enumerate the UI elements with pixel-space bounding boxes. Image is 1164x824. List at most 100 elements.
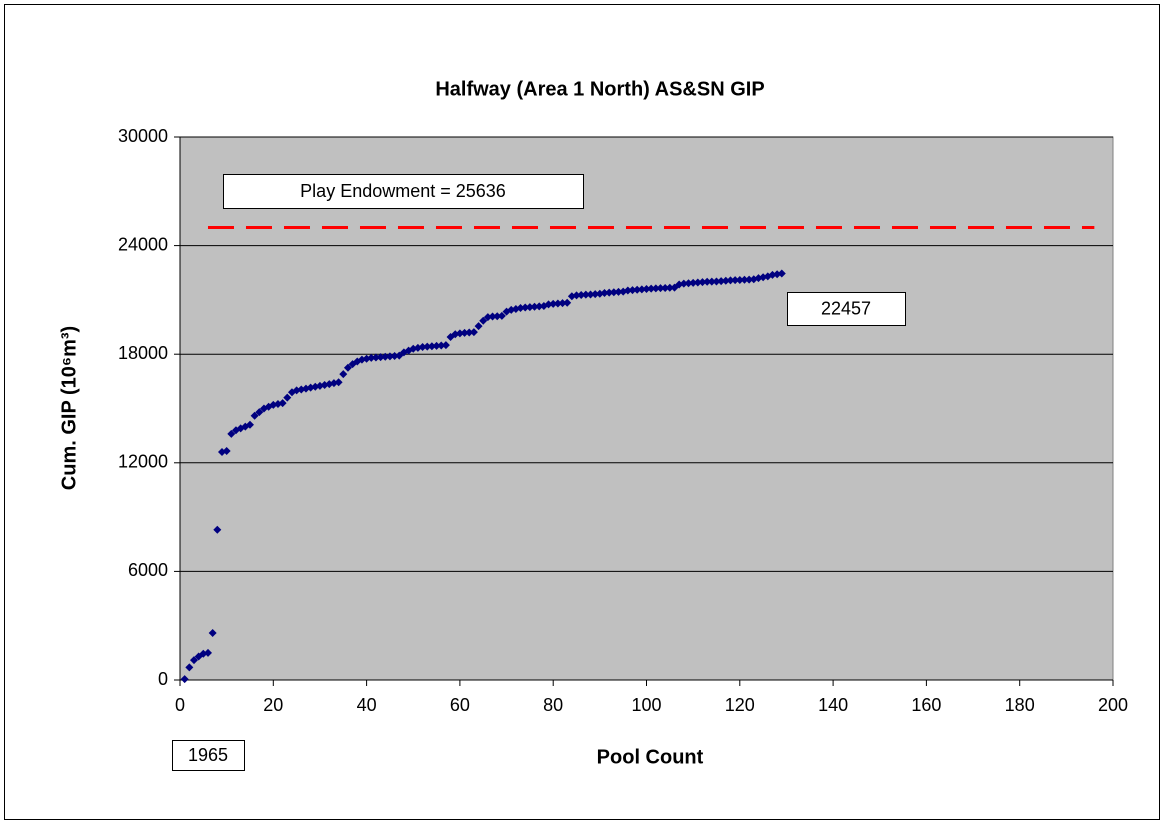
data-point [586, 290, 595, 299]
data-point [642, 285, 651, 294]
data-point [493, 312, 502, 321]
data-point [721, 276, 730, 285]
data-point [339, 370, 348, 379]
data-point [497, 311, 506, 320]
data-point [553, 299, 562, 308]
x-tick-label: 140 [818, 695, 848, 715]
data-point [441, 341, 450, 350]
data-point [633, 285, 642, 294]
data-point [189, 656, 198, 665]
annotation: 22457 [821, 298, 871, 318]
data-point [581, 290, 590, 299]
data-point [423, 342, 432, 351]
annotation-box [223, 174, 584, 209]
data-point [203, 648, 212, 657]
data-point [549, 299, 558, 308]
data-point [474, 322, 483, 331]
data-point [726, 276, 735, 285]
data-point [460, 328, 469, 337]
data-point [525, 303, 534, 312]
data-point [432, 341, 441, 350]
data-point [563, 298, 572, 307]
data-point [385, 352, 394, 361]
y-tick-label: 18000 [118, 343, 168, 363]
x-tick-label: 60 [450, 695, 470, 715]
data-point [507, 305, 516, 314]
data-point [717, 277, 726, 286]
data-point [516, 304, 525, 313]
x-tick-label: 200 [1098, 695, 1128, 715]
data-point [437, 341, 446, 350]
data-point [679, 279, 688, 288]
data-point [609, 288, 618, 297]
x-tick-label: 160 [911, 695, 941, 715]
data-point [278, 399, 287, 408]
data-point [689, 278, 698, 287]
data-point [381, 352, 390, 361]
data-point [558, 299, 567, 308]
data-point [255, 408, 264, 417]
data-point [614, 287, 623, 296]
data-point [483, 313, 492, 322]
data-point [600, 289, 609, 298]
data-point [250, 411, 259, 420]
data-point [208, 628, 217, 637]
data-point [469, 328, 478, 337]
annotation: Play Endowment = 25636 [300, 181, 506, 201]
data-point [572, 291, 581, 300]
data-point [628, 286, 637, 295]
chart-title: Halfway (Area 1 North) AS&SN GIP [435, 78, 764, 100]
data-point [180, 675, 189, 684]
y-tick-label: 0 [158, 669, 168, 689]
data-point [605, 288, 614, 297]
data-point [521, 303, 530, 312]
data-point [740, 275, 749, 284]
annotation: 1965 [188, 745, 228, 765]
x-axis-label: Pool Count [597, 746, 704, 768]
data-point [283, 393, 292, 402]
data-point [185, 663, 194, 672]
data-point [651, 284, 660, 293]
data-point [637, 285, 646, 294]
data-point [665, 283, 674, 292]
data-point [707, 277, 716, 286]
data-point [698, 278, 707, 287]
data-point [367, 353, 376, 362]
data-point [427, 342, 436, 351]
y-tick-label: 12000 [118, 452, 168, 472]
data-point [777, 269, 786, 278]
data-point [623, 286, 632, 295]
x-tick-label: 40 [357, 695, 377, 715]
annotation-box [172, 740, 245, 771]
y-axis-label: Cum. GIP (10⁶m³) [58, 326, 80, 490]
data-point [731, 276, 740, 285]
x-tick-label: 100 [631, 695, 661, 715]
data-point [544, 300, 553, 309]
y-tick-label: 24000 [118, 234, 168, 254]
data-point [213, 525, 222, 534]
data-point [656, 284, 665, 293]
y-tick-label: 30000 [118, 126, 168, 146]
x-tick-label: 180 [1005, 695, 1035, 715]
data-point [735, 275, 744, 284]
data-point [693, 278, 702, 287]
x-tick-label: 20 [263, 695, 283, 715]
data-point [661, 283, 670, 292]
data-point [418, 342, 427, 351]
data-point [465, 328, 474, 337]
data-point [577, 291, 586, 300]
data-point [712, 277, 721, 286]
data-point [530, 302, 539, 311]
annotation-box [787, 292, 906, 326]
data-point [245, 420, 254, 429]
data-point [390, 352, 399, 361]
data-point [371, 353, 380, 362]
data-point [227, 429, 236, 438]
data-point [591, 290, 600, 299]
data-point [334, 378, 343, 387]
x-tick-label: 80 [543, 695, 563, 715]
data-point [488, 312, 497, 321]
data-point [745, 275, 754, 284]
data-point [222, 447, 231, 456]
